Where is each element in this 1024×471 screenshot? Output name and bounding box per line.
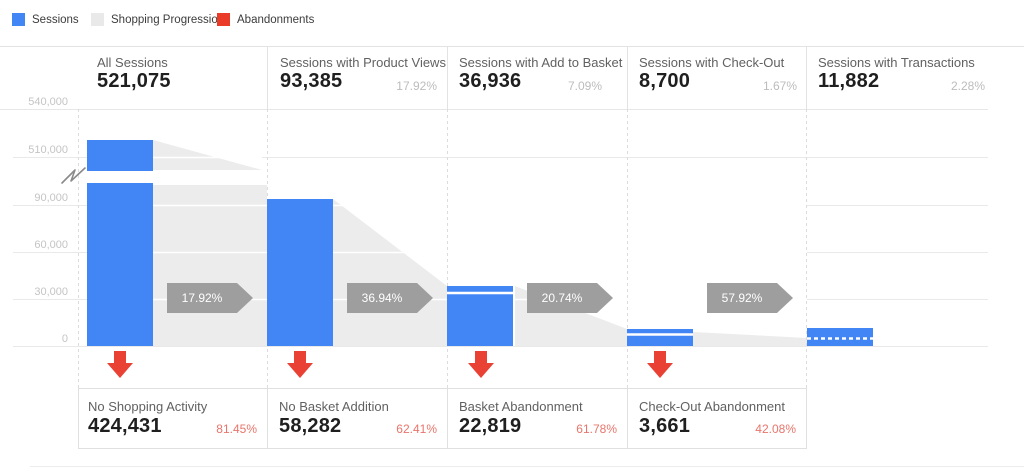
y-axis-tick: 60,000 <box>34 239 68 251</box>
legend-label: Sessions <box>32 13 79 26</box>
abandonment-label: Check-Out Abandonment <box>639 399 785 414</box>
progression-area-1-upper <box>153 140 262 170</box>
progression-arrow-1-icon <box>167 283 253 313</box>
legend-label: Abandonments <box>237 13 315 26</box>
progression-area-1 <box>153 185 267 346</box>
abandonment-arrow-shaft <box>114 351 126 364</box>
y-axis-tick: 510,000 <box>28 144 68 156</box>
y-axis-tick: 90,000 <box>34 192 68 204</box>
stage-value: 36,936 <box>459 70 522 92</box>
abandonments-swatch-icon <box>217 13 230 26</box>
progression-arrow-4-icon <box>707 283 793 313</box>
progression-pct: 17.92% <box>181 291 223 305</box>
sessions-swatch-icon <box>12 13 25 26</box>
stage-rate: 7.09% <box>567 79 602 93</box>
abandonment-rate: 81.45% <box>216 422 257 436</box>
bar-product-views[interactable] <box>267 199 333 346</box>
abandonment-value: 58,282 <box>279 415 342 437</box>
y-axis-tick: 540,000 <box>28 96 68 108</box>
axis-break-icon <box>61 167 86 184</box>
stage-label: All Sessions <box>97 55 168 70</box>
stage-label: Sessions with Add to Basket <box>459 55 623 70</box>
abandonment-arrow-shaft <box>294 351 306 364</box>
abandonment-label: No Basket Addition <box>279 399 389 414</box>
stage-rate: 17.92% <box>396 79 437 93</box>
abandonment-arrow-shaft <box>654 351 666 364</box>
stage-label: Sessions with Product Views <box>280 55 446 70</box>
progression-arrow-3-icon <box>527 283 613 313</box>
progression-arrow-2-icon <box>347 283 433 313</box>
abandonment-arrow-4-icon <box>647 363 673 378</box>
abandonment-boxes-frame <box>78 388 807 449</box>
bar-check-out[interactable] <box>627 329 693 346</box>
stage-value: 11,882 <box>818 70 880 92</box>
abandonment-rate: 62.41% <box>396 422 437 436</box>
abandonment-arrows <box>107 351 673 378</box>
progression-swatch-icon <box>91 13 104 26</box>
abandonment-arrow-2-icon <box>287 363 313 378</box>
progression-area-2 <box>333 199 447 346</box>
stage-value: 521,075 <box>97 70 171 92</box>
stage-value: 8,700 <box>639 70 691 92</box>
abandonment-arrow-1-icon <box>107 363 133 378</box>
abandonment-value: 22,819 <box>459 415 522 437</box>
abandonment-label: Basket Abandonment <box>459 399 583 414</box>
y-axis-tick: 0 <box>61 333 68 345</box>
progression-area-4 <box>693 332 807 346</box>
progression-pct: 20.74% <box>541 291 583 305</box>
progression-pct: 36.94% <box>361 291 403 305</box>
stage-label: Sessions with Transactions <box>818 55 975 70</box>
stage-rate: 1.67% <box>762 79 797 93</box>
abandonment-arrow-3-icon <box>468 363 494 378</box>
legend-item-abandonments: Abandonments <box>217 13 314 26</box>
stage-label: Sessions with Check-Out <box>639 55 785 70</box>
axis-break-band <box>84 171 156 183</box>
abandonment-rate: 61.78% <box>576 422 617 436</box>
abandonment-rate: 42.08% <box>755 422 796 436</box>
abandonment-value: 3,661 <box>639 415 691 437</box>
abandonment-arrow-shaft <box>475 351 487 364</box>
y-axis-tick: 30,000 <box>34 286 68 298</box>
progression-pct: 57.92% <box>721 291 763 305</box>
bar-add-to-basket[interactable] <box>447 286 513 346</box>
stage-rate: 2.28% <box>950 79 985 93</box>
abandonment-value: 424,431 <box>88 415 162 437</box>
bar-transactions[interactable] <box>807 328 873 346</box>
legend-label: Shopping Progression <box>111 13 225 26</box>
stage-value: 93,385 <box>280 70 343 92</box>
bar-all-sessions[interactable] <box>87 140 153 346</box>
legend-item-sessions: Sessions <box>12 13 79 26</box>
legend-item-shopping-progression: Shopping Progression <box>91 13 224 26</box>
abandonment-label: No Shopping Activity <box>88 399 208 414</box>
